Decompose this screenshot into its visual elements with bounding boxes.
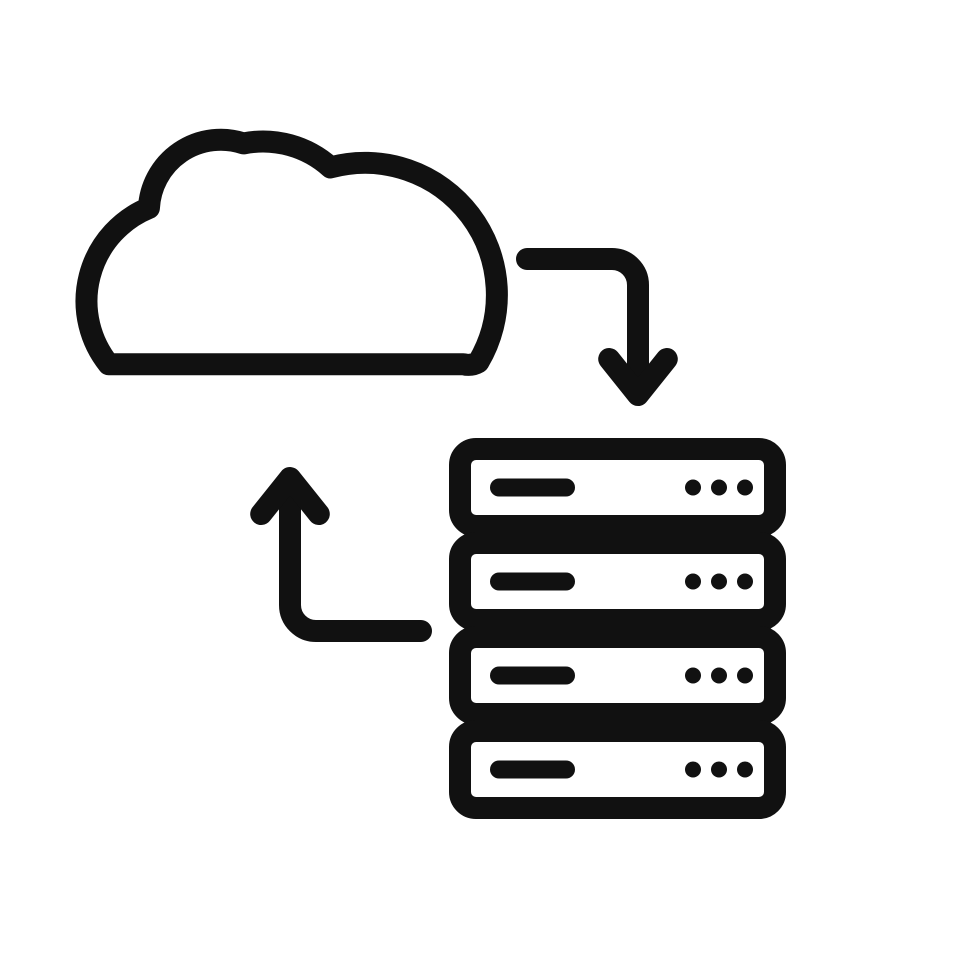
server-led xyxy=(737,574,753,590)
server-led xyxy=(737,480,753,496)
server-led xyxy=(711,574,727,590)
server-led xyxy=(737,762,753,778)
server-led xyxy=(711,480,727,496)
server-led xyxy=(737,668,753,684)
server-led xyxy=(685,480,701,496)
cloud-sync-diagram xyxy=(0,0,980,980)
server-led xyxy=(685,574,701,590)
server-led xyxy=(711,668,727,684)
diagram-svg xyxy=(0,0,980,980)
server-slot xyxy=(490,573,575,591)
server-slot xyxy=(490,667,575,685)
server-led xyxy=(685,762,701,778)
server-led xyxy=(685,668,701,684)
server-led xyxy=(711,762,727,778)
server-slot xyxy=(490,761,575,779)
server-slot xyxy=(490,479,575,497)
